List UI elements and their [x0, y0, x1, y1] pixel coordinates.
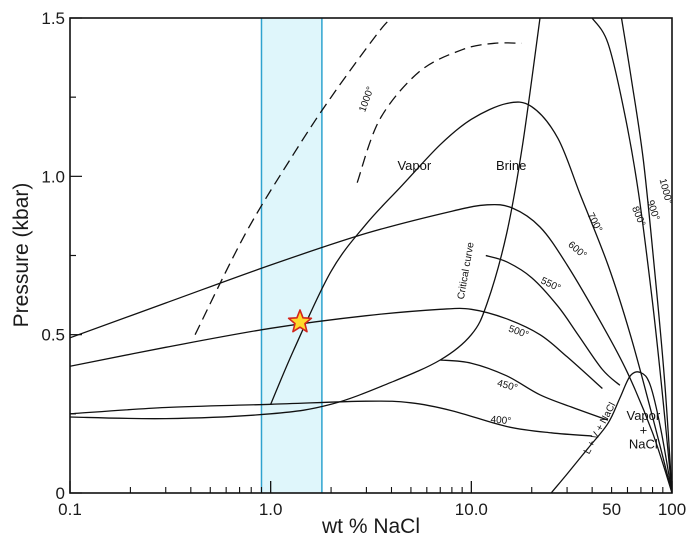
- axis-ticks: 0.1 1.0 10.0 50 100 0 0.5 1.0 1.5: [41, 9, 686, 519]
- curve-label: 500°: [507, 324, 530, 341]
- x-tick-label: 100: [658, 500, 686, 519]
- curve-label: 800°: [629, 205, 647, 228]
- curve-label: L + V + NaCl: [582, 401, 618, 456]
- region-label: +: [640, 422, 648, 437]
- phase-curves: [70, 18, 672, 493]
- curve-label: 700°: [585, 211, 604, 234]
- phase-curve-3: [70, 203, 672, 493]
- curve-labels: Vapor BrineVapor+NaCl1000°1000°900°800°70…: [357, 85, 674, 456]
- phase-curve-5: [70, 307, 603, 389]
- phase-curve-8: [70, 400, 593, 437]
- y-tick-label: 1.5: [41, 9, 65, 28]
- x-tick-label: 50: [602, 500, 621, 519]
- phase-curve-4: [270, 101, 672, 493]
- region-label: NaCl: [629, 437, 658, 452]
- phase-curve-11: [591, 18, 672, 493]
- x-axis-title: wt % NaCl: [321, 515, 420, 538]
- phase-curve-2: [356, 42, 522, 183]
- phase-curve-7: [440, 359, 609, 421]
- curve-label: 600°: [566, 240, 589, 262]
- curve-label: 550°: [539, 276, 562, 295]
- y-tick-label: 0: [56, 484, 65, 503]
- curve-label: 1000°: [357, 85, 376, 113]
- phase-curve-6: [485, 254, 621, 386]
- x-tick-label: 10.0: [455, 500, 488, 519]
- phase-curve-9: [70, 18, 541, 420]
- phase-curve-12: [620, 18, 672, 493]
- x-tick-label: 1.0: [259, 500, 283, 519]
- phase-curve-1: [194, 18, 392, 335]
- region-label: Brine: [496, 158, 526, 173]
- y-tick-label: 1.0: [41, 167, 65, 186]
- highlight-band: [260, 18, 323, 493]
- curve-label: 400°: [490, 414, 512, 427]
- star-point: [287, 309, 313, 333]
- band-fill: [261, 18, 322, 493]
- region-label: Vapor: [627, 408, 661, 423]
- curve-label: 450°: [496, 378, 519, 394]
- curve-label: Critical curve: [456, 241, 477, 300]
- star-marker: [287, 309, 313, 333]
- y-tick-label: 0.5: [41, 326, 65, 345]
- y-axis-title: Pressure (kbar): [10, 183, 33, 328]
- phase-curve-10: [550, 371, 672, 493]
- curve-label: 900°: [644, 199, 661, 222]
- region-label: Vapor: [397, 158, 431, 173]
- x-tick-label: 0.1: [58, 500, 82, 519]
